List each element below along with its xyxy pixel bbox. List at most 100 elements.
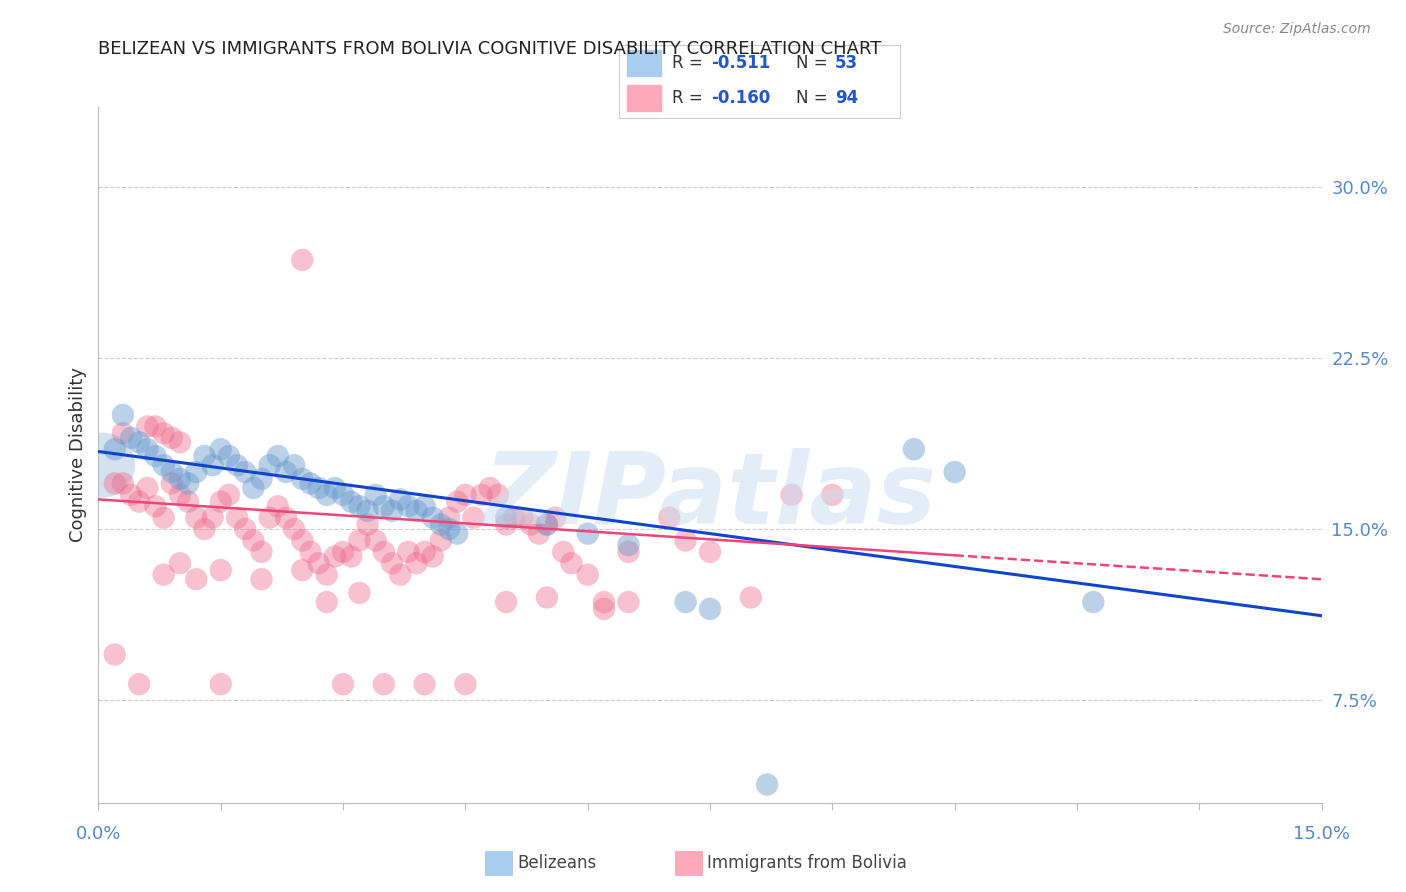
Point [120,431,142,445]
Point [576,526,599,541]
Point [373,500,395,514]
Point [349,500,371,514]
Text: Immigrants from Bolivia: Immigrants from Bolivia [707,855,907,872]
Bar [627,85,661,112]
Point [396,500,419,514]
Point [242,533,264,548]
Point [478,481,501,495]
Point [169,472,191,486]
Point [323,481,346,495]
Point [373,545,395,559]
Point [193,449,215,463]
Point [120,488,142,502]
Point [413,677,436,691]
Point [593,602,616,616]
Point [209,442,232,457]
Text: N =: N = [796,54,832,72]
Point [226,510,249,524]
Point [471,488,494,502]
Point [323,549,346,564]
Point [308,556,330,570]
Point [169,556,191,570]
Text: -0.160: -0.160 [711,89,770,107]
Point [903,442,925,457]
Point [104,442,127,457]
Point [454,677,477,691]
Point [233,522,256,536]
Text: -0.511: -0.511 [711,54,770,72]
Text: 94: 94 [835,89,859,107]
Point [291,563,314,577]
Point [259,458,281,473]
Point [250,572,273,586]
Point [340,549,363,564]
Text: ZIPatlas: ZIPatlas [484,448,936,545]
Point [699,602,721,616]
Point [617,595,640,609]
Point [233,465,256,479]
Point [177,476,200,491]
Point [396,545,419,559]
Point [593,595,616,609]
Point [152,458,174,473]
Point [512,510,534,524]
Point [315,488,337,502]
Point [519,517,541,532]
Point [250,545,273,559]
Point [943,465,966,479]
Text: R =: R = [672,89,709,107]
Point [422,549,444,564]
Point [291,533,314,548]
Point [536,591,558,605]
Point [160,431,183,445]
Point [104,476,127,491]
Point [332,488,354,502]
Point [128,494,150,508]
Point [283,522,305,536]
Text: BELIZEAN VS IMMIGRANTS FROM BOLIVIA COGNITIVE DISABILITY CORRELATION CHART: BELIZEAN VS IMMIGRANTS FROM BOLIVIA COGN… [98,40,882,58]
Point [145,449,167,463]
Point [186,465,208,479]
Point [658,510,681,524]
Point [152,510,174,524]
Point [186,572,208,586]
Point [536,517,558,532]
Point [349,586,371,600]
Point [446,494,468,508]
Point [373,677,395,691]
Point [422,510,444,524]
Point [267,500,290,514]
Point [454,488,477,502]
Point [226,458,249,473]
Point [201,510,224,524]
Point [152,426,174,441]
Point [136,481,159,495]
Point [111,476,134,491]
Point [553,545,575,559]
Point [527,526,550,541]
Point [169,488,191,502]
Point [218,449,240,463]
Point [756,778,779,792]
Point [576,567,599,582]
Point [136,442,159,457]
Point [315,567,337,582]
Point [193,522,215,536]
Text: 53: 53 [835,54,858,72]
Text: Source: ZipAtlas.com: Source: ZipAtlas.com [1223,22,1371,37]
Text: 0.0%: 0.0% [76,825,121,843]
Point [486,488,509,502]
Point [381,556,404,570]
Point [389,567,412,582]
Point [1083,595,1105,609]
Point [437,510,460,524]
Point [250,472,273,486]
Point [699,545,721,559]
Point [201,458,224,473]
Point [446,526,468,541]
Point [780,488,803,502]
Point [209,563,232,577]
Point [356,504,378,518]
Point [405,556,427,570]
Point [675,533,697,548]
